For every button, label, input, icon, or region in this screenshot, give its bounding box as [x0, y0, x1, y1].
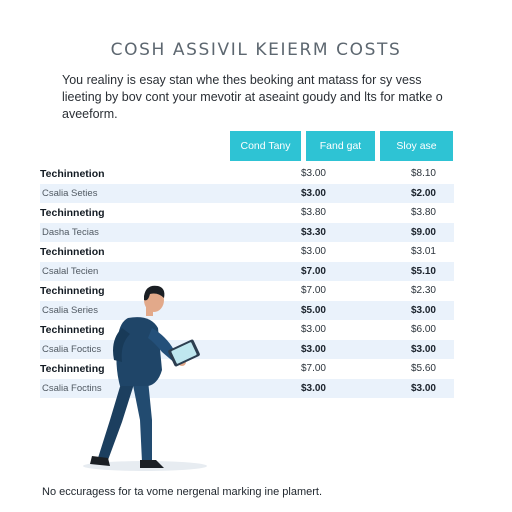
row-value-1: $7.00 — [300, 265, 326, 277]
row-value-1: $3.30 — [300, 226, 326, 238]
row-label: Techinneting — [40, 324, 105, 336]
row-value-1: $3.00 — [300, 324, 326, 335]
row-label: Csalia Foctics — [42, 343, 102, 355]
back-leg — [98, 380, 134, 460]
row-value-1: $3.80 — [300, 207, 326, 218]
row-label: Techinneting — [40, 207, 105, 219]
businessman-illustration — [83, 285, 207, 471]
footer-note: No eccuragess for ta vome nergenal marki… — [42, 486, 323, 498]
jacket — [116, 317, 162, 386]
table-row: Techinneting $7.00 $2.30 — [40, 281, 454, 301]
front-shoe — [140, 460, 164, 468]
hair — [144, 285, 165, 301]
table-row: Techinneting $3.80 $3.80 — [40, 203, 454, 223]
row-value-1: $3.00 — [300, 187, 326, 199]
row-value-1: $3.00 — [300, 246, 326, 257]
row-label: Csalia Seties — [42, 187, 98, 199]
column-header-2: Fand gat — [306, 131, 375, 161]
table-row: Csalia Series $5.00 $3.00 — [40, 300, 454, 320]
row-value-2: $9.00 — [410, 226, 436, 238]
row-value-1: $3.00 — [300, 168, 326, 179]
table-row: Csalal Tecien $7.00 $5.10 — [40, 261, 454, 281]
row-value-2: $6.00 — [410, 324, 436, 335]
row-label: Techinneting — [40, 363, 105, 375]
back-arm — [113, 328, 130, 362]
row-label: Techinneting — [40, 285, 105, 297]
page-title: COSH ASSIVIL KEIERM COSTS — [110, 40, 402, 60]
row-label: Techinnetion — [40, 168, 105, 180]
row-value-2: $3.00 — [410, 343, 436, 355]
row-label: Csalia Series — [42, 304, 98, 316]
table-row: Dasha Tecias $3.30 $9.00 — [40, 222, 454, 242]
row-value-2: $2.00 — [410, 187, 436, 199]
row-value-2: $3.80 — [410, 207, 436, 218]
row-value-2: $3.00 — [410, 382, 436, 394]
table-row: Techinneting $7.00 $5.60 — [40, 359, 454, 379]
back-shoe — [90, 456, 110, 466]
row-value-2: $5.60 — [410, 363, 436, 374]
neck — [146, 306, 153, 316]
table-row: Techinnetion $3.00 $8.10 — [40, 164, 454, 184]
row-value-2: $8.10 — [410, 168, 436, 179]
row-value-1: $7.00 — [300, 285, 326, 296]
row-value-2: $3.01 — [410, 246, 436, 257]
row-label: Dasha Tecias — [42, 226, 99, 238]
row-value-1: $3.00 — [300, 343, 326, 355]
table-row: Techinneting $3.00 $6.00 — [40, 320, 454, 340]
row-value-1: $3.00 — [300, 382, 326, 394]
tablet-icon — [168, 339, 200, 367]
row-value-2: $5.10 — [410, 265, 436, 277]
table-row: Techinnetion $3.00 $3.01 — [40, 242, 454, 262]
row-label: Techinnetion — [40, 246, 105, 258]
front-leg — [132, 380, 152, 462]
row-label: Csalia Foctins — [42, 382, 102, 394]
table-row: Csalia Seties $3.00 $2.00 — [40, 183, 454, 203]
row-value-1: $5.00 — [300, 304, 326, 316]
column-header-3: Sloy ase — [380, 131, 453, 161]
row-value-2: $2.30 — [410, 285, 436, 296]
intro-paragraph: You realiny is esay stan whe thes beokin… — [62, 73, 443, 121]
row-label: Csalal Tecien — [42, 265, 99, 277]
row-value-2: $3.00 — [410, 304, 436, 316]
column-header-1: Cond Tany — [230, 131, 301, 161]
row-value-1: $7.00 — [300, 363, 326, 374]
